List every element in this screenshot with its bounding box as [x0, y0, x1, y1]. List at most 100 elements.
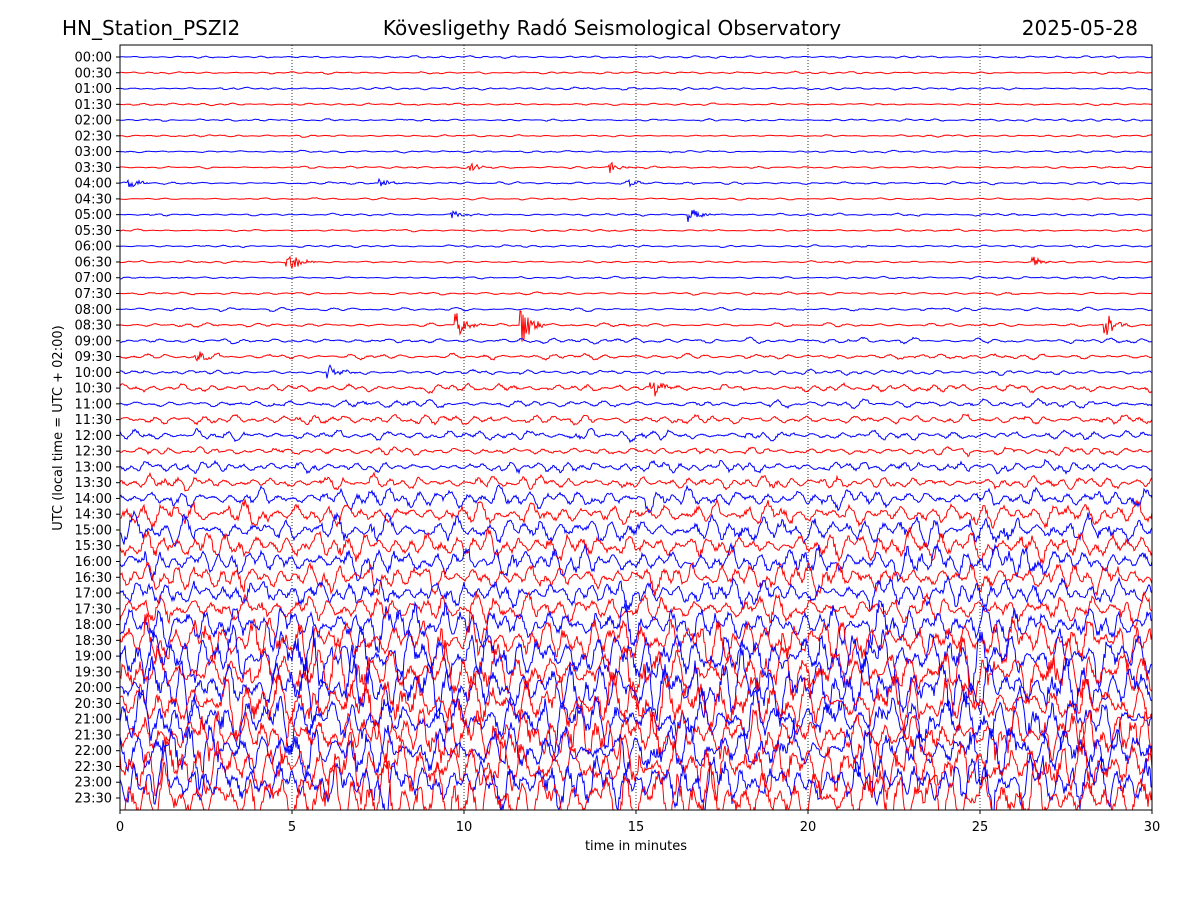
y-tick-label: 23:30: [75, 792, 112, 807]
x-tick-label: 5: [288, 820, 296, 835]
x-tick-label: 10: [456, 820, 473, 835]
y-tick-label: 18:30: [75, 634, 112, 649]
trace-00:30: [120, 70, 1152, 75]
trace-03:30: [120, 161, 1152, 174]
y-tick-label: 16:00: [75, 555, 112, 570]
y-axis-label: UTC (local time = UTC + 02:00): [51, 325, 66, 530]
y-tick-label: 17:30: [75, 602, 112, 617]
y-tick-label: 00:30: [75, 66, 112, 81]
trace-23:30: [124, 753, 1152, 810]
y-tick-label: 20:00: [75, 681, 112, 696]
y-tick-label: 21:00: [75, 713, 112, 728]
y-tick-label: 20:30: [75, 697, 112, 712]
y-tick-label: 14:00: [75, 492, 112, 507]
trace-06:30: [120, 255, 1152, 269]
y-tick-label: 17:00: [75, 587, 112, 602]
trace-02:30: [120, 133, 1152, 138]
y-tick-label: 19:30: [75, 665, 112, 680]
trace-23:00: [120, 740, 1152, 810]
trace-16:00: [120, 542, 1152, 583]
y-tick-label: 07:00: [75, 271, 112, 286]
trace-21:30: [120, 702, 1152, 764]
trace-01:30: [120, 102, 1152, 107]
trace-19:00: [120, 624, 1152, 691]
x-tick-label: 30: [1144, 820, 1161, 835]
y-tick-label: 23:00: [75, 776, 112, 791]
y-tick-label: 01:00: [75, 82, 112, 97]
y-tick-label: 06:00: [75, 240, 112, 255]
trace-02:00: [120, 118, 1152, 122]
y-tick-label: 18:00: [75, 618, 112, 633]
trace-07:30: [120, 291, 1152, 296]
trace-10:00: [120, 364, 1152, 379]
trace-10:30: [120, 382, 1152, 397]
trace-04:00: [120, 177, 1152, 188]
trace-00:00: [120, 55, 1152, 60]
trace-12:00: [120, 427, 1152, 444]
trace-13:30: [120, 471, 1152, 492]
trace-21:00: [120, 685, 1152, 755]
y-tick-label: 03:00: [75, 145, 112, 160]
y-tick-label: 19:00: [75, 650, 112, 665]
trace-05:30: [120, 228, 1152, 233]
trace-20:00: [120, 644, 1152, 727]
x-axis-label: time in minutes: [585, 839, 687, 854]
y-tick-label: 08:00: [75, 303, 112, 318]
y-tick-label: 04:00: [75, 177, 112, 192]
y-tick-label: 11:30: [75, 413, 112, 428]
trace-11:30: [120, 413, 1152, 426]
trace-14:30: [120, 498, 1152, 530]
y-tick-label: 12:30: [75, 445, 112, 460]
trace-09:30: [120, 351, 1152, 362]
y-tick-label: 03:30: [75, 161, 112, 176]
y-tick-label: 15:30: [75, 539, 112, 554]
trace-03:00: [120, 149, 1152, 154]
trace-09:00: [120, 336, 1152, 345]
y-tick-label: 02:30: [75, 129, 112, 144]
y-tick-label: 13:00: [75, 460, 112, 475]
y-tick-label: 02:00: [75, 114, 112, 129]
y-tick-label: 04:30: [75, 192, 112, 207]
y-tick-label: 16:30: [75, 571, 112, 586]
traces: [120, 55, 1152, 810]
y-tick-label: 11:00: [75, 397, 112, 412]
y-tick-label: 13:30: [75, 476, 112, 491]
trace-07:00: [120, 275, 1152, 280]
trace-16:30: [120, 561, 1152, 597]
title-station: HN_Station_PSZI2: [62, 16, 240, 40]
trace-01:00: [120, 86, 1152, 91]
trace-22:30: [120, 721, 1152, 805]
y-tick-label: 12:00: [75, 429, 112, 444]
trace-06:00: [120, 244, 1152, 249]
y-tick-label: 09:30: [75, 350, 112, 365]
trace-17:00: [120, 574, 1152, 613]
trace-05:00: [120, 209, 1152, 222]
y-tick-label: 10:00: [75, 366, 112, 381]
trace-11:00: [120, 397, 1152, 410]
y-tick-label: 10:30: [75, 382, 112, 397]
x-axis: 0 5 10 15 20 25 30: [116, 810, 1160, 835]
x-tick-label: 20: [800, 820, 817, 835]
title-date: 2025-05-28: [1022, 16, 1138, 40]
y-tick-label: 08:30: [75, 319, 112, 334]
y-tick-label: 01:30: [75, 98, 112, 113]
trace-12:30: [120, 445, 1152, 458]
y-tick-label: 05:30: [75, 224, 112, 239]
y-tick-label: 09:00: [75, 334, 112, 349]
trace-18:00: [120, 599, 1152, 653]
y-tick-label: 05:00: [75, 208, 112, 223]
y-tick-label: 15:00: [75, 523, 112, 538]
x-tick-label: 0: [116, 820, 124, 835]
y-tick-label: 14:30: [75, 508, 112, 523]
y-tick-label: 22:30: [75, 760, 112, 775]
trace-08:00: [120, 306, 1152, 313]
y-tick-label: 00:00: [75, 51, 112, 66]
x-tick-label: 15: [628, 820, 645, 835]
y-tick-label: 07:30: [75, 287, 112, 302]
trace-17:30: [120, 591, 1152, 630]
title-observatory: Kövesligethy Radó Seismological Observat…: [383, 16, 841, 40]
trace-14:00: [120, 484, 1152, 514]
trace-13:00: [120, 458, 1152, 475]
x-tick-label: 25: [972, 820, 989, 835]
